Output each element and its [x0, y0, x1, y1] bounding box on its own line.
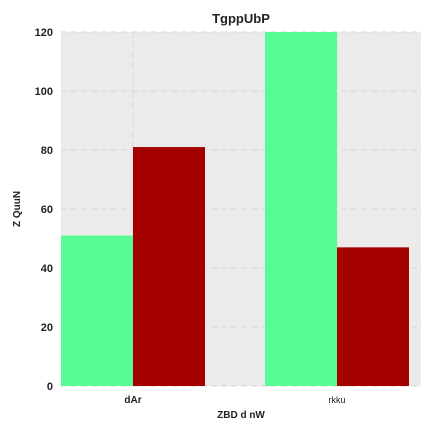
x-axis-categories: dAr rkku — [124, 395, 345, 406]
y-tick-label: 20 — [41, 322, 53, 334]
y-tick-label: 0 — [47, 381, 53, 393]
y-tick-label: 60 — [41, 204, 53, 216]
y-tick-label: 40 — [41, 263, 53, 275]
x-axis-label: ZBD d nW — [217, 410, 265, 421]
x-category-label: dAr — [124, 395, 141, 406]
chart-title: TgppUbP — [212, 11, 270, 26]
bar-series-1-rkku — [265, 32, 337, 386]
y-tick-label: 80 — [41, 145, 53, 157]
bars — [61, 32, 409, 386]
bar-series-2-rkku — [337, 247, 409, 386]
y-tick-label: 100 — [35, 86, 53, 98]
y-tick-label: 120 — [35, 27, 53, 39]
y-axis-ticks: 0 20 40 60 80 100 120 — [35, 27, 53, 393]
bar-series-1-dAr — [61, 235, 133, 386]
bar-series-2-dAr — [133, 147, 205, 386]
x-category-label: rkku — [328, 395, 345, 405]
y-axis-label: Z QuuN — [12, 191, 23, 227]
